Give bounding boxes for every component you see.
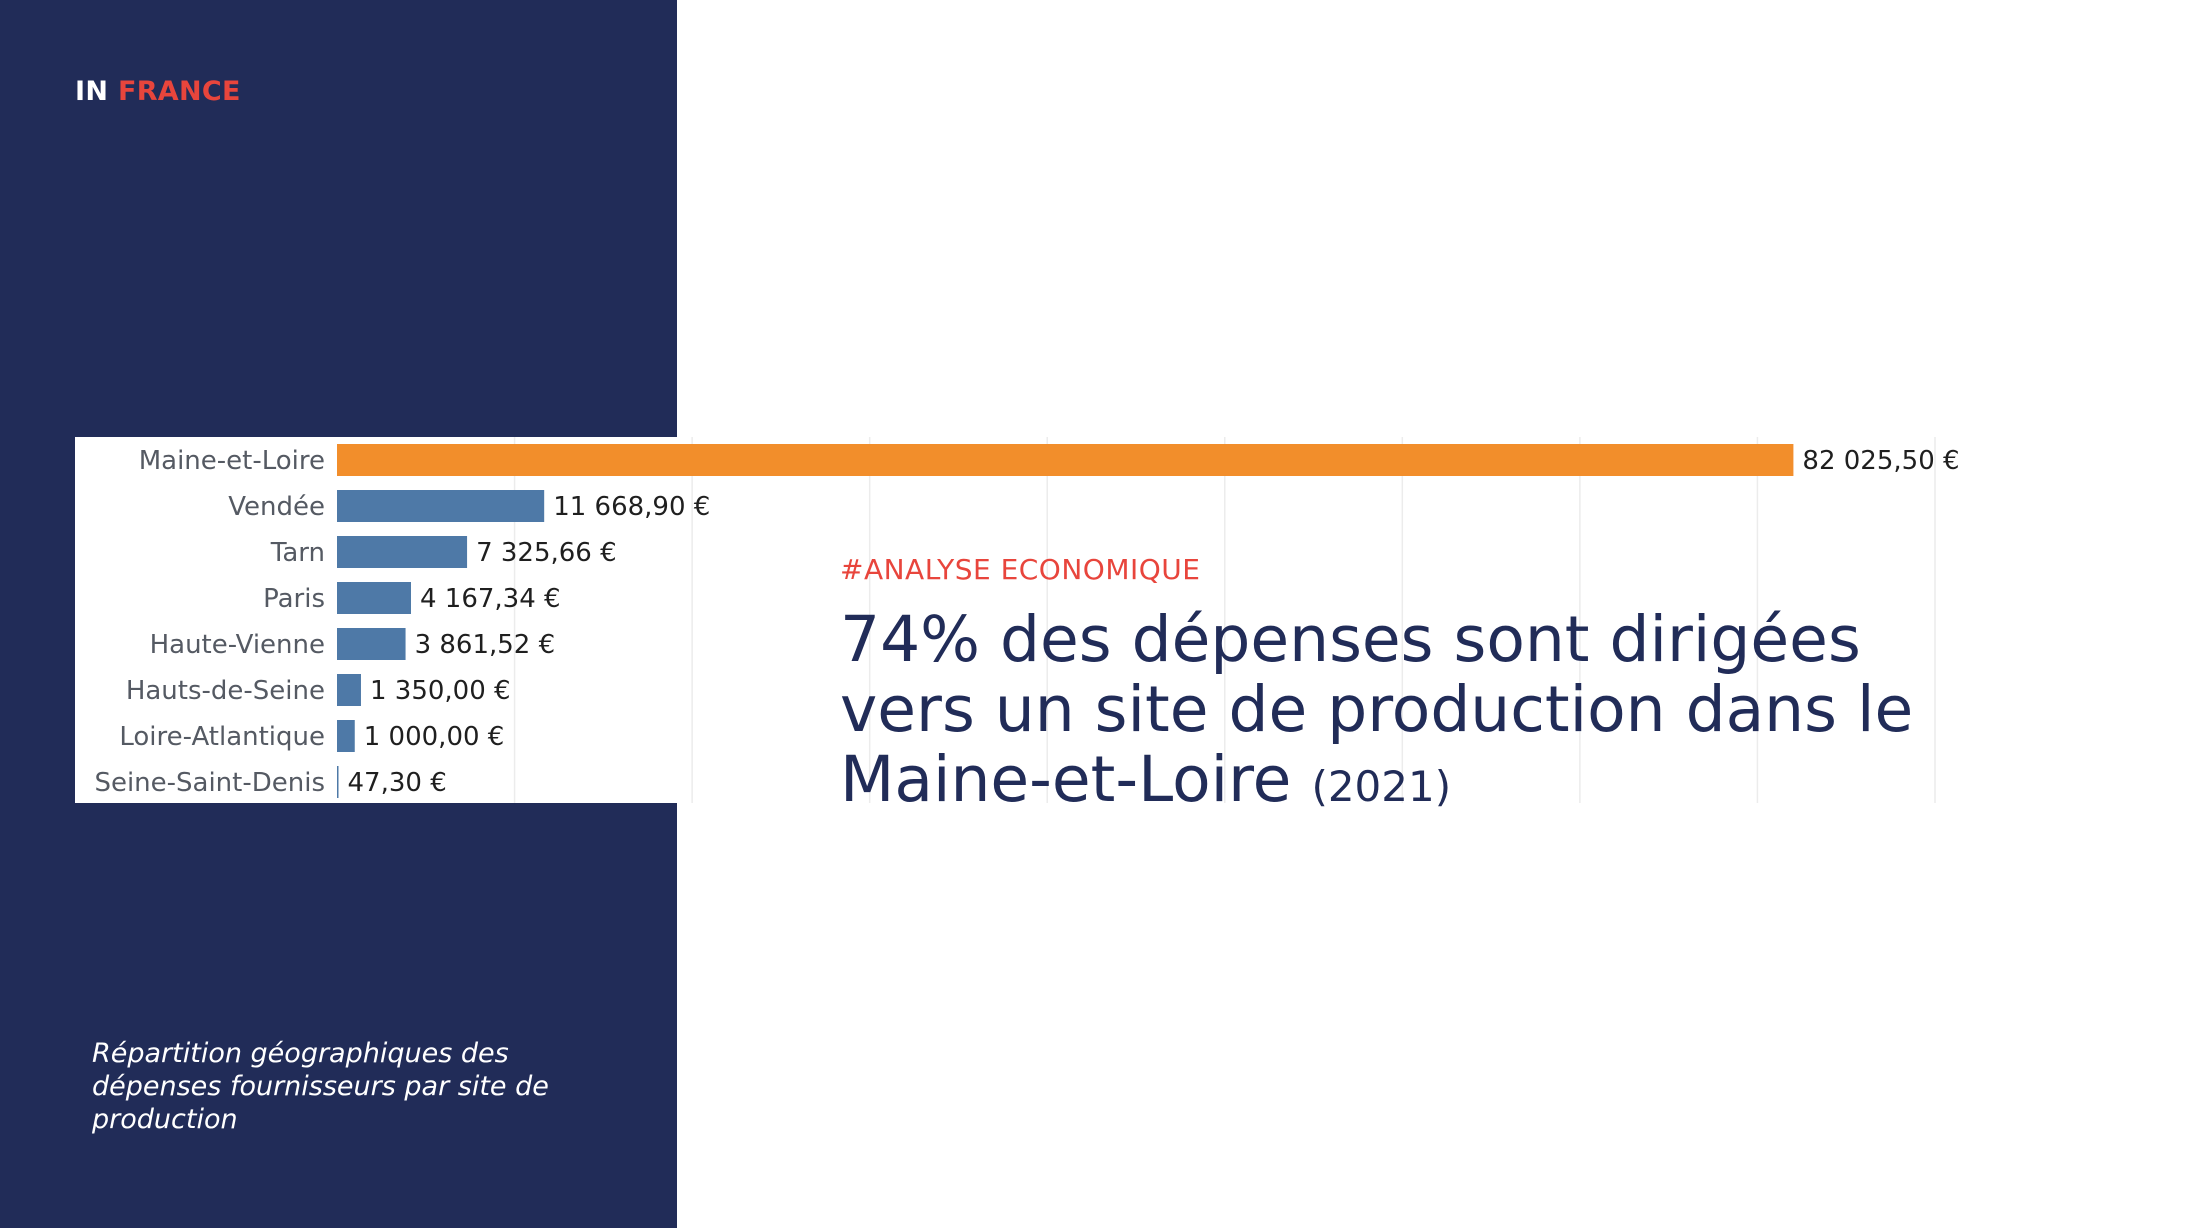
category-label: Tarn bbox=[270, 538, 325, 568]
value-label: 11 668,90 € bbox=[553, 492, 710, 522]
bar bbox=[337, 444, 1794, 476]
bar-chart-svg: Maine-et-Loire 82 025,50 € Vendée 11 668,90… bbox=[94, 437, 1960, 803]
bar bbox=[337, 720, 355, 752]
value-label: 1 350,00 € bbox=[370, 676, 511, 706]
category-label: Loire-Atlantique bbox=[119, 722, 325, 752]
brand-highlight: FRANCE bbox=[117, 76, 241, 107]
brand-prefix: IN bbox=[75, 76, 109, 107]
headline-year: (2021) bbox=[1311, 762, 1452, 811]
bar bbox=[337, 582, 411, 614]
value-label: 7 325,66 € bbox=[476, 538, 617, 568]
value-label: 82 025,50 € bbox=[1802, 446, 1959, 476]
category-label: Haute-Vienne bbox=[150, 630, 325, 660]
bar bbox=[337, 628, 406, 660]
bar-chart: Maine-et-Loire 82 025,50 € Vendée 11 668,90… bbox=[75, 437, 1973, 803]
headline-main: 74% des dépenses sont dirigées vers un s… bbox=[840, 603, 1914, 816]
value-label: 4 167,34 € bbox=[420, 584, 561, 614]
category-label: Seine-Saint-Denis bbox=[94, 768, 325, 798]
section-tag: #ANALYSE ECONOMIQUE bbox=[840, 553, 1201, 586]
value-label: 1 000,00 € bbox=[364, 722, 505, 752]
category-label: Maine-et-Loire bbox=[139, 446, 325, 476]
headline: 74% des dépenses sont dirigées vers un s… bbox=[840, 605, 1980, 822]
bar bbox=[337, 536, 468, 568]
value-label: 47,30 € bbox=[348, 768, 447, 798]
brand-logo: IN FRANCE bbox=[75, 76, 241, 107]
value-label: 3 861,52 € bbox=[415, 630, 556, 660]
chart-caption: Répartition géographiques des dépenses f… bbox=[92, 1038, 549, 1135]
bar bbox=[337, 766, 339, 798]
category-label: Hauts-de-Seine bbox=[126, 676, 325, 706]
bar bbox=[337, 490, 545, 522]
category-label: Paris bbox=[263, 584, 325, 614]
bar bbox=[337, 674, 361, 706]
category-label: Vendée bbox=[228, 492, 325, 522]
